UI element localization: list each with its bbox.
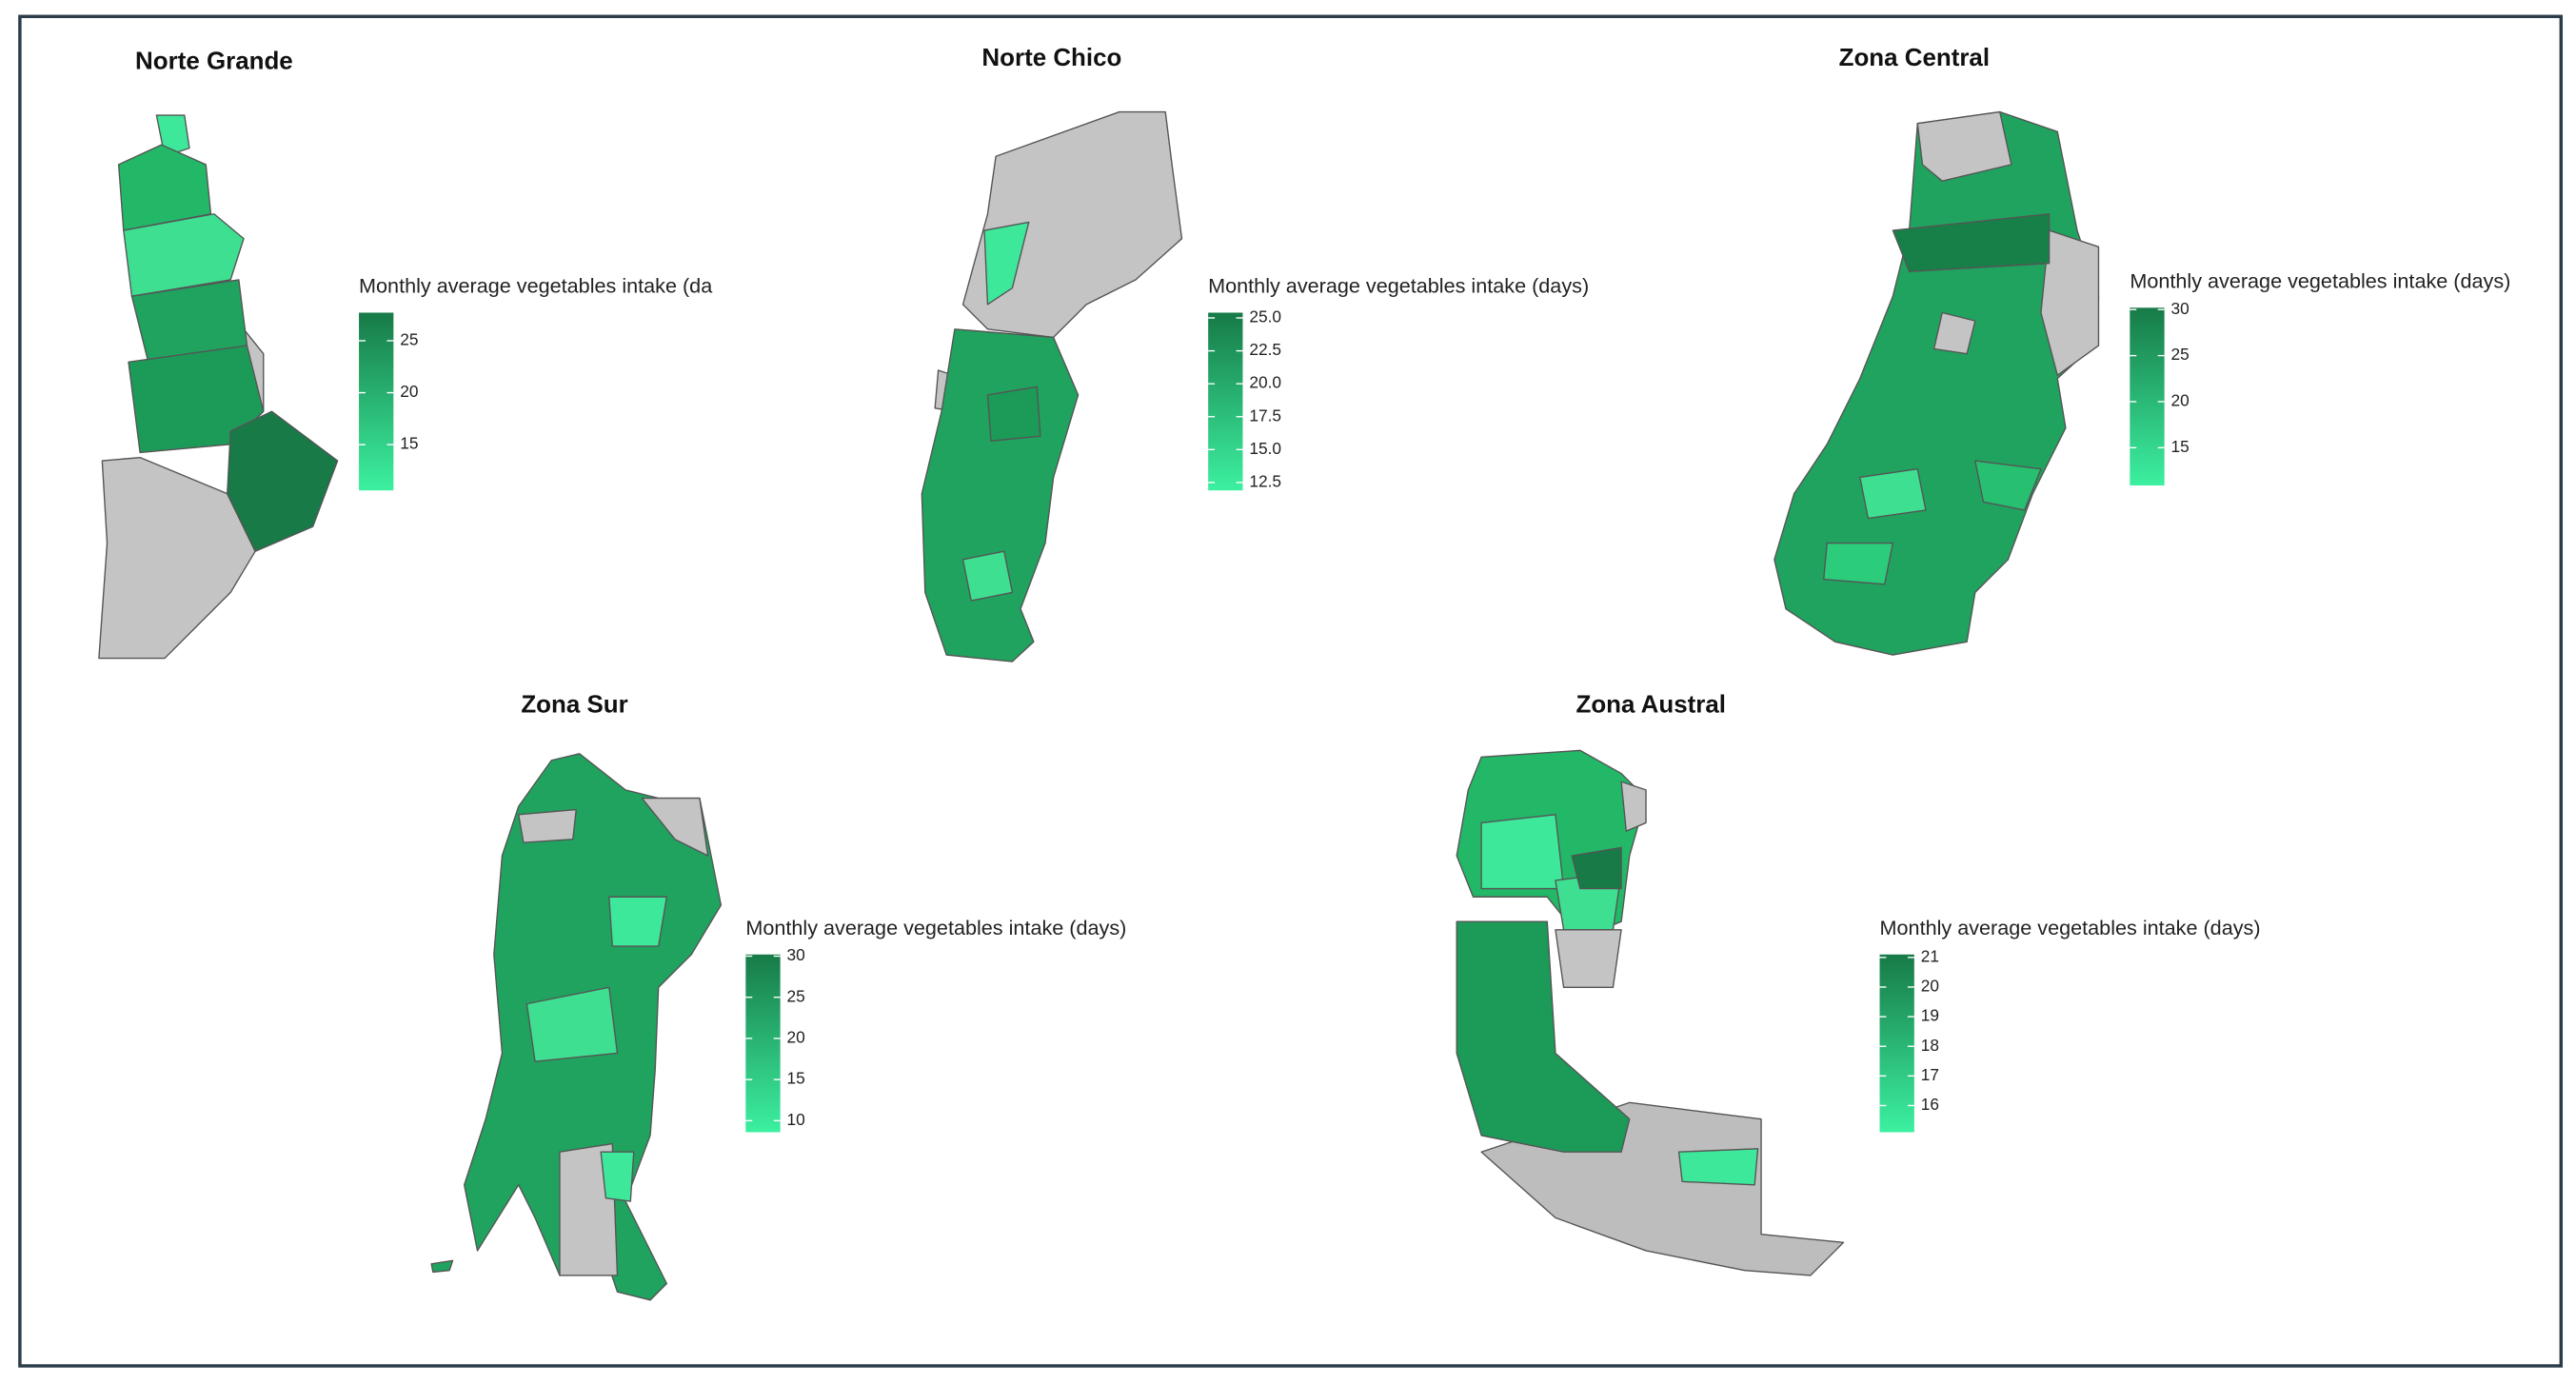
legend-tick-label: 22.5 bbox=[1249, 340, 1281, 359]
region bbox=[518, 808, 577, 843]
legend-tick-label: 20 bbox=[2171, 391, 2190, 410]
legend-tick-label: 19 bbox=[1921, 1006, 1939, 1025]
legend-tick-label: 25 bbox=[400, 330, 418, 349]
legend-tick-label: 16 bbox=[1921, 1095, 1939, 1114]
region bbox=[983, 221, 1030, 306]
region bbox=[98, 456, 256, 660]
legend-tick-label: 20.0 bbox=[1249, 373, 1281, 392]
legend-tick-label: 30 bbox=[2171, 299, 2190, 318]
region bbox=[525, 986, 619, 1062]
map-panel: Zona Sur Monthly average vegetables intak… bbox=[430, 692, 1126, 1301]
colorbar bbox=[1879, 954, 1914, 1133]
legend-title: Monthly average vegetables intake (days) bbox=[2130, 269, 2510, 293]
region bbox=[1571, 846, 1622, 890]
region bbox=[1456, 920, 1631, 1153]
colorbar bbox=[2130, 307, 2165, 486]
panel-title: Norte Chico bbox=[981, 45, 1121, 71]
region bbox=[961, 110, 1183, 339]
region bbox=[608, 896, 668, 947]
region bbox=[227, 410, 339, 552]
maps: Norte Grande Monthly average vegetables i… bbox=[98, 45, 2510, 1301]
region bbox=[1677, 1148, 1759, 1186]
region bbox=[1823, 542, 1894, 585]
map-panel: Zona Central Monthly average vegetables i… bbox=[1773, 45, 2510, 656]
legend-title: Monthly average vegetables intake (days) bbox=[745, 916, 1126, 939]
legend-tick-label: 15 bbox=[787, 1069, 805, 1088]
region bbox=[986, 386, 1041, 443]
panel-title: Zona Central bbox=[1839, 45, 1990, 71]
region bbox=[1620, 781, 1647, 832]
frame bbox=[18, 14, 2564, 1368]
legend-tick-label: 20 bbox=[400, 382, 418, 401]
legend-title: Monthly average vegetables intake (days) bbox=[1880, 916, 2261, 939]
legend-title: Monthly average vegetables intake (da bbox=[359, 274, 713, 298]
legend-tick-label: 15.0 bbox=[1249, 439, 1281, 458]
region bbox=[961, 550, 1014, 602]
region bbox=[1859, 468, 1927, 520]
region bbox=[2040, 229, 2100, 376]
legend-tick-label: 18 bbox=[1921, 1036, 1939, 1055]
region bbox=[1932, 311, 1976, 355]
panel-title: Zona Sur bbox=[521, 692, 627, 719]
legend-tick-label: 17.5 bbox=[1249, 405, 1281, 425]
region bbox=[1555, 929, 1622, 989]
legend-tick-label: 25.0 bbox=[1249, 307, 1281, 326]
legend-tick-label: 10 bbox=[787, 1110, 805, 1129]
legend-tick-label: 15 bbox=[2171, 437, 2190, 456]
colorbar bbox=[359, 312, 394, 491]
panel-title: Zona Austral bbox=[1575, 692, 1725, 719]
region bbox=[1916, 110, 2012, 182]
legend-tick-label: 30 bbox=[787, 945, 805, 964]
region bbox=[1892, 213, 2051, 272]
map-panel: Norte Grande Monthly average vegetables i… bbox=[98, 49, 713, 660]
legend-tick-label: 20 bbox=[1921, 977, 1939, 996]
colorbar bbox=[1208, 312, 1243, 491]
region bbox=[123, 213, 245, 297]
map-panel: Zona Austral Monthly average vegetables i… bbox=[1456, 692, 2261, 1276]
colorbar bbox=[745, 954, 781, 1133]
region bbox=[117, 144, 212, 231]
region bbox=[430, 1259, 454, 1274]
region bbox=[1974, 460, 2042, 511]
legend-tick-label: 12.5 bbox=[1249, 471, 1281, 490]
legend-tick-label: 17 bbox=[1921, 1065, 1939, 1084]
map-panel: Norte Chico Monthly average vegetables in… bbox=[921, 45, 1589, 662]
legend-tick-label: 15 bbox=[400, 434, 418, 453]
legend-tick-label: 25 bbox=[787, 986, 805, 1005]
region bbox=[641, 797, 709, 857]
legend-tick-label: 25 bbox=[2171, 345, 2190, 364]
region bbox=[600, 1151, 635, 1202]
legend-tick-label: 20 bbox=[787, 1027, 805, 1046]
panel-title: Norte Grande bbox=[135, 49, 293, 75]
legend-title: Monthly average vegetables intake (days) bbox=[1208, 274, 1589, 298]
region bbox=[1480, 814, 1565, 890]
legend-tick-label: 21 bbox=[1921, 946, 1939, 965]
